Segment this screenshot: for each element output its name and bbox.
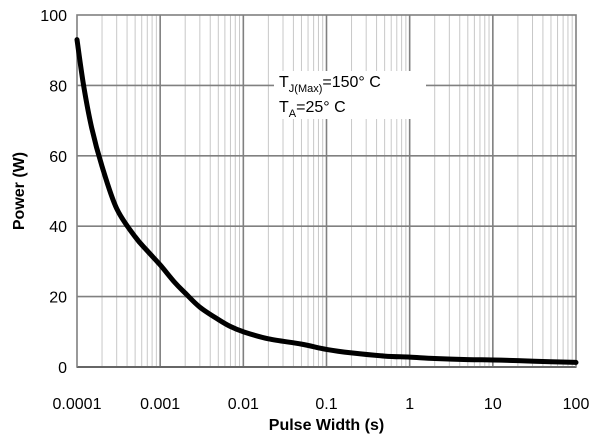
x-tick-label: 0.001 xyxy=(140,396,180,413)
annotation-line: TJ(Max)=150° C xyxy=(279,74,381,95)
x-tick-label: 0.1 xyxy=(315,396,337,413)
y-tick-label: 0 xyxy=(58,360,67,377)
plot-frame xyxy=(76,14,577,368)
annotation-line: TA=25° C xyxy=(279,99,346,120)
x-tick-label: 10 xyxy=(484,396,502,413)
y-tick-labels: 0 20 40 60 80 100 xyxy=(40,8,67,377)
minor-grid xyxy=(101,15,573,367)
x-tick-label: 1 xyxy=(405,396,414,413)
x-axis-title: Pulse Width (s) xyxy=(269,417,384,434)
series-group xyxy=(74,37,579,365)
power-curve xyxy=(74,37,579,365)
y-tick-label: 60 xyxy=(49,149,67,166)
x-tick-label: 0.01 xyxy=(228,396,259,413)
y-tick-label: 100 xyxy=(40,8,67,25)
x-tick-labels: 0.0001 0.001 0.01 0.1 1 10 100 xyxy=(53,396,590,413)
y-tick-label: 40 xyxy=(49,219,67,236)
annotation-box: TJ(Max)=150° C TA=25° C xyxy=(274,71,426,120)
y-tick-label: 20 xyxy=(49,290,67,307)
x-tick-label: 100 xyxy=(563,396,590,413)
y-tick-label: 80 xyxy=(49,78,67,95)
annotation-background xyxy=(274,71,426,119)
x-tick-label: 0.0001 xyxy=(53,396,102,413)
y-axis-title: Power (W) xyxy=(11,152,28,230)
